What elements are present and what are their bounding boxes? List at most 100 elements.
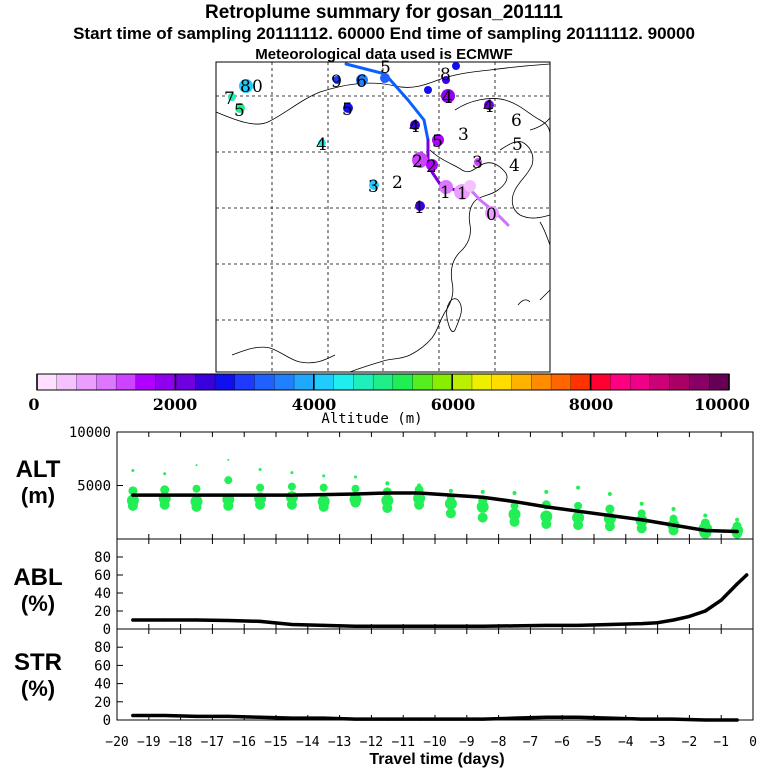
cluster-circle (426, 159, 438, 171)
panel-labels: ALT (m) ABL (%) STR (%) (13, 456, 62, 701)
alt-point (576, 509, 580, 513)
abl-point (512, 624, 517, 628)
str-point (576, 715, 580, 719)
colorbar-swatch (115, 373, 137, 391)
cluster-circle (474, 158, 482, 166)
alt-cluster-dot (636, 523, 647, 534)
abl-point (163, 618, 167, 622)
map-label: 3 (368, 177, 379, 197)
colorbar-swatch (392, 373, 414, 391)
alt-cluster-dot (576, 485, 581, 490)
str-panel-frame (116, 628, 754, 721)
abl-point (322, 623, 326, 628)
abl-point (745, 573, 749, 577)
colorbar-swatch (36, 373, 58, 391)
alt-cluster-dot (159, 499, 170, 510)
time-series-panels (116, 431, 754, 721)
colorbar-swatch (313, 373, 335, 391)
map-label: 8 (440, 65, 451, 85)
str-point (353, 717, 358, 721)
alt-cluster-dot (574, 501, 583, 510)
colorbar-swatch (669, 373, 691, 391)
cluster-circle (318, 139, 326, 147)
colorbar-swatch (175, 373, 196, 391)
alt-point (449, 493, 453, 497)
alt-cluster-dot (163, 472, 167, 476)
x-tick-label: −16 (232, 735, 255, 750)
alt-cluster-dots (126, 458, 744, 539)
alt-unit-label: (m) (21, 483, 55, 508)
abl-point (290, 622, 294, 627)
map-label: 3 (458, 125, 469, 145)
alt-cluster-dot (258, 467, 262, 471)
colorbar-swatch (471, 373, 493, 391)
alt-line (131, 491, 739, 534)
alt-cluster-dot (445, 508, 456, 519)
colorbar-swatch (452, 373, 473, 391)
x-tick-label: −7 (523, 735, 539, 750)
cluster-circle (333, 76, 341, 84)
alt-cluster-dot (192, 484, 201, 493)
map-label: 4 (509, 156, 520, 176)
abl-point (576, 623, 580, 628)
str-point (544, 715, 548, 719)
x-tick-label: −2 (682, 735, 698, 750)
colorbar-swatch (491, 373, 513, 391)
x-tick-label: −4 (618, 735, 634, 750)
alt-cluster-dot (703, 513, 708, 518)
map-label: 5 (380, 58, 391, 78)
alt-cluster-dot (290, 471, 294, 475)
map-label: 5 (432, 132, 443, 152)
map-label: 1 (414, 198, 425, 218)
str-point (449, 717, 453, 721)
alt-cluster-dot (318, 501, 329, 512)
map-label: 0 (252, 77, 263, 97)
x-tick-label: −8 (491, 735, 507, 750)
cluster-circle (442, 76, 450, 84)
alt-point (163, 493, 167, 497)
str-point (163, 713, 167, 718)
x-tick-label: −18 (169, 735, 192, 750)
colorbar-swatch (353, 373, 374, 391)
alt-cluster-dot (508, 508, 521, 521)
alt-cluster-dot (544, 489, 549, 494)
cluster-circle (439, 180, 453, 194)
map-label: 8 (240, 77, 251, 97)
x-tick-label: −11 (391, 735, 414, 750)
str-ytick-label: 60 (94, 658, 111, 674)
colorbar-swatch (649, 373, 671, 391)
alt-cluster-dot (444, 497, 457, 510)
colorbar-swatch (550, 373, 572, 391)
cluster-circle (441, 89, 455, 103)
x-tick-label: −5 (586, 735, 602, 750)
abl-point (687, 614, 692, 619)
alt-point (290, 493, 294, 497)
alt-cluster-dot (605, 504, 615, 514)
alt-label: ALT (16, 456, 61, 483)
alt-cluster-dot (350, 497, 361, 508)
colorbar-swatch (590, 373, 611, 391)
abl-point (226, 618, 230, 623)
str-point (131, 713, 135, 718)
abl-point (449, 624, 453, 628)
x-tick-label: 0 (749, 735, 757, 750)
map-label: 5 (512, 135, 523, 155)
str-point (608, 716, 612, 720)
trajectory-segment-late (466, 185, 510, 227)
colorbar-swatch (155, 373, 176, 391)
cluster-circle (412, 152, 428, 168)
colorbar-tick-label: 8000 (569, 395, 614, 414)
abl-point (417, 624, 421, 628)
alt-cluster-dot (512, 490, 517, 495)
abl-point (640, 622, 644, 626)
str-ytick-label: 0 (103, 713, 111, 729)
colorbar-swatch (629, 373, 651, 391)
str-point (226, 714, 230, 718)
abl-point (608, 622, 612, 627)
abl-point (671, 618, 676, 622)
alt-cluster-dot (223, 500, 234, 511)
alt-cluster-dot (256, 483, 265, 492)
colorbar-swatch (76, 373, 97, 391)
str-point (735, 718, 739, 722)
colorbar-swatch (531, 373, 552, 391)
